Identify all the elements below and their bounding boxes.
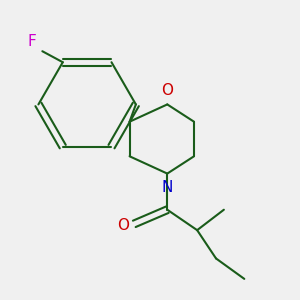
Text: N: N — [162, 181, 173, 196]
Text: F: F — [28, 34, 37, 49]
Text: O: O — [161, 82, 173, 98]
Text: O: O — [118, 218, 130, 233]
